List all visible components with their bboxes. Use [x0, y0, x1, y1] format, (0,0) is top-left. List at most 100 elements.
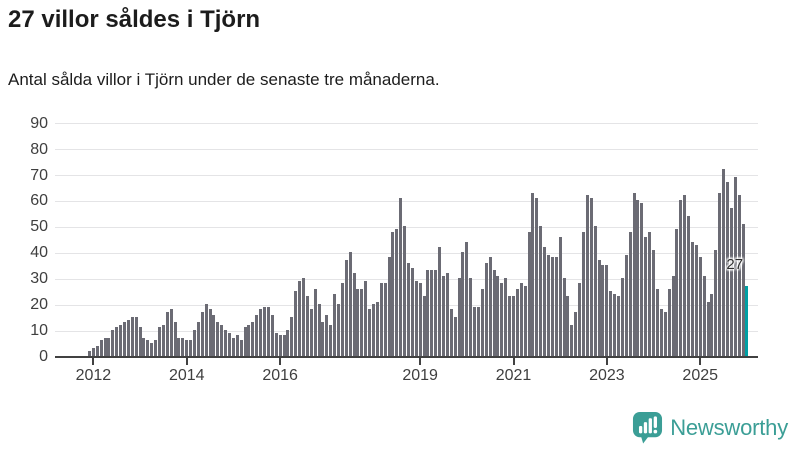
bar: [640, 203, 644, 356]
y-axis-label-60: 60: [30, 192, 48, 210]
gridline-40: [55, 252, 758, 254]
bar: [317, 304, 321, 356]
bar: [636, 200, 640, 356]
bar: [282, 335, 286, 356]
bar: [671, 275, 675, 356]
bar: [321, 322, 325, 356]
bar: [554, 257, 558, 356]
bar: [309, 309, 313, 356]
bar: [95, 345, 99, 356]
x-axis-label-2023: 2023: [589, 367, 625, 384]
bar: [620, 278, 624, 356]
bar: [741, 223, 745, 356]
x-axis-tick-2016: [279, 358, 282, 365]
bar: [154, 340, 158, 356]
x-axis-label-2025: 2025: [682, 367, 719, 384]
bar: [270, 314, 274, 356]
bar: [138, 327, 142, 356]
x-axis-tick-2014: [185, 358, 188, 365]
bar: [200, 311, 204, 356]
bar: [582, 231, 586, 356]
bar: [344, 260, 348, 356]
bar: [228, 332, 232, 356]
bar: [441, 275, 445, 356]
bar: [465, 241, 469, 356]
bar: [333, 293, 337, 356]
bar: [243, 327, 247, 356]
gridline-70: [55, 175, 758, 177]
bar: [356, 288, 360, 356]
bar: [379, 283, 383, 356]
bar: [263, 306, 267, 356]
bar: [313, 288, 317, 356]
gridline-20: [55, 304, 758, 306]
bar: [368, 309, 372, 356]
brand-name-text: Newsworthy: [670, 414, 788, 440]
gridline-90: [55, 123, 758, 125]
bar: [624, 254, 628, 356]
bar-chart-speech-bubble-icon: [633, 412, 663, 444]
bar: [146, 340, 150, 356]
y-axis-label-50: 50: [30, 218, 48, 236]
gridline-30: [55, 278, 758, 280]
bar: [196, 322, 200, 356]
bar: [235, 335, 239, 356]
bar: [706, 301, 710, 356]
bar: [352, 273, 356, 356]
bar: [562, 278, 566, 356]
bar: [609, 291, 613, 356]
bar: [165, 311, 169, 356]
bar: [617, 296, 621, 356]
bar: [523, 285, 527, 356]
bar: [399, 197, 403, 356]
bar: [566, 296, 570, 356]
bar: [340, 283, 344, 356]
bar: [403, 226, 407, 356]
bar: [578, 283, 582, 356]
bar: [395, 228, 399, 356]
bar: [710, 293, 714, 356]
bar: [216, 322, 220, 356]
bar: [652, 249, 656, 356]
bar: [539, 226, 543, 356]
bar: [119, 324, 123, 356]
y-axis-label-40: 40: [30, 244, 48, 262]
bar: [434, 270, 438, 356]
bar: [161, 324, 165, 356]
bar: [527, 231, 531, 356]
y-axis-label-30: 30: [30, 270, 48, 288]
bar: [733, 177, 737, 356]
bar: [278, 335, 282, 356]
highlighted-bar: [745, 285, 749, 356]
bar: [737, 195, 741, 356]
bar: [694, 244, 698, 356]
bar: [445, 273, 449, 356]
bar: [722, 169, 726, 356]
bar: [383, 283, 387, 356]
bar: [679, 200, 683, 356]
bar: [613, 293, 617, 356]
bar: [88, 350, 91, 356]
gridline-60: [55, 200, 758, 202]
bar: [107, 337, 111, 356]
bar: [480, 288, 484, 356]
bar: [698, 257, 702, 356]
y-axis-label-70: 70: [30, 166, 48, 184]
bar: [702, 275, 706, 356]
bar: [585, 195, 589, 356]
x-axis-label-2014: 2014: [168, 367, 205, 384]
bar: [111, 330, 115, 356]
bar: [535, 197, 539, 356]
bar: [667, 288, 671, 356]
x-axis-tick-2023: [605, 358, 608, 365]
bar: [224, 330, 228, 356]
gridline-80: [55, 149, 758, 151]
bar: [422, 296, 426, 356]
bar: [173, 322, 177, 356]
bar: [714, 249, 718, 356]
y-axis-label-20: 20: [30, 296, 48, 314]
bar: [150, 343, 154, 356]
bar: [208, 309, 212, 356]
x-axis-label-2019: 2019: [402, 367, 438, 384]
gridline-10: [55, 330, 758, 332]
